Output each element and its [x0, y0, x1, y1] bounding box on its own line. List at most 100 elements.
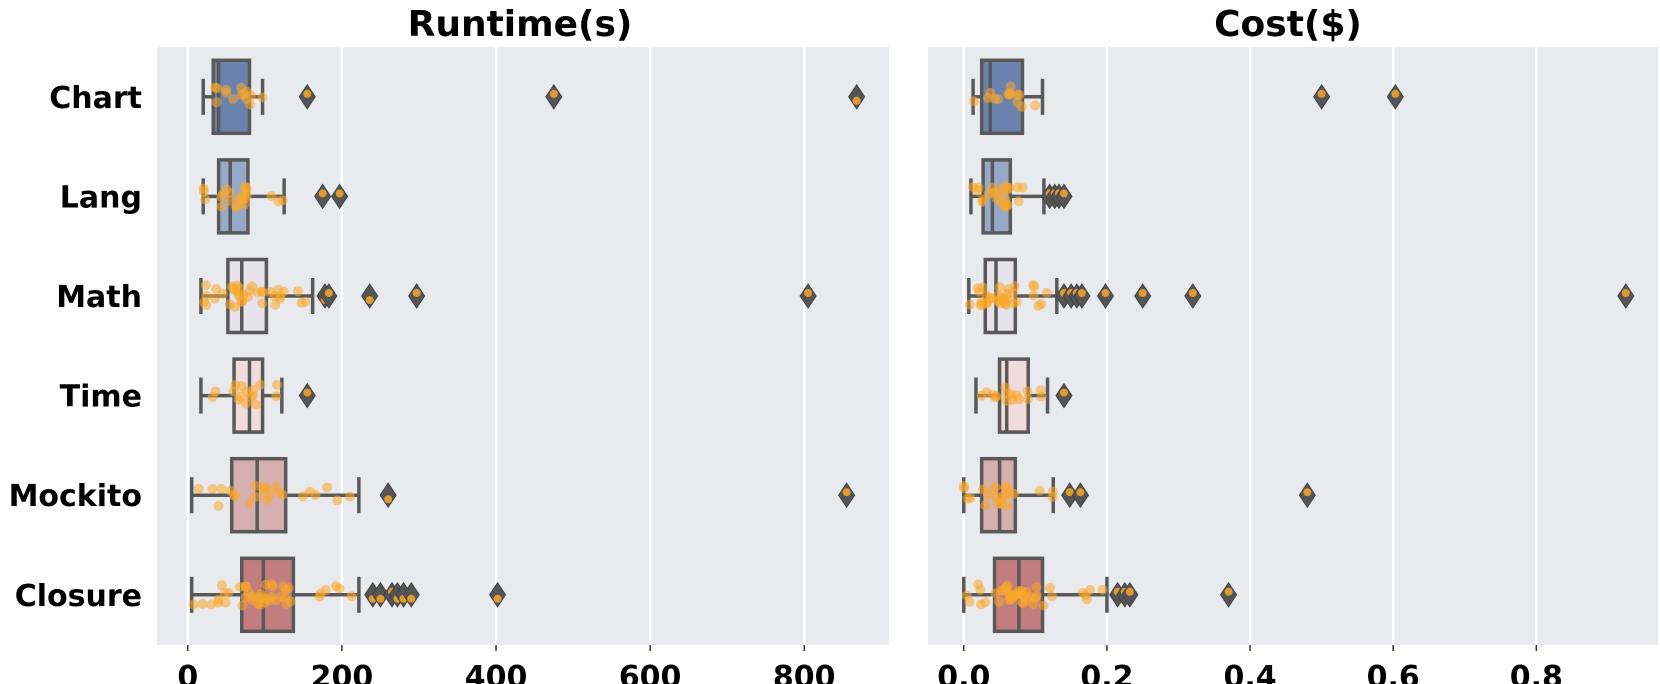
runtime-point-math [209, 293, 220, 304]
runtime-point-closure [197, 598, 208, 609]
runtime-outlier-dot-math [365, 296, 374, 304]
cost-xtick-label: 0.0 [937, 660, 990, 684]
runtime-point-closure [270, 595, 281, 606]
cost-outlier-dot-chart [1391, 89, 1400, 98]
cost-outlier-dot-lang [1059, 189, 1068, 198]
runtime-point-closure [237, 600, 248, 611]
runtime-outlier-dot-closure [376, 594, 385, 603]
cost-point-math [1041, 287, 1052, 298]
runtime-point-closure [213, 597, 224, 608]
cost-point-closure [980, 597, 991, 608]
cost-point-math [1009, 281, 1020, 292]
cost-xtick-label: 0.8 [1510, 660, 1563, 684]
runtime-point-chart [221, 87, 232, 98]
cost-plot-background [928, 47, 1658, 645]
runtime-point-lang [273, 196, 284, 207]
cost-point-closure [1031, 590, 1042, 601]
runtime-point-mockito [213, 500, 224, 511]
cost-outlier-dot-mockito [1065, 488, 1074, 497]
cost-point-closure [975, 584, 986, 595]
cost-point-math [992, 295, 1003, 306]
cost-point-mockito [980, 500, 991, 511]
runtime-point-math [200, 280, 211, 291]
runtime-point-closure [280, 598, 291, 609]
cost-point-math [1036, 299, 1047, 310]
runtime-point-math [246, 281, 257, 292]
cost-point-closure [1008, 591, 1019, 602]
runtime-point-mockito [261, 494, 272, 505]
runtime-outlier-dot-lang [318, 189, 327, 198]
runtime-outlier-dot-math [804, 289, 813, 297]
runtime-plot-background [157, 47, 889, 645]
runtime-point-time [236, 381, 247, 392]
ytick-label-lang: Lang [60, 180, 142, 215]
runtime-point-closure [266, 578, 277, 589]
cost-xtick-label: 0.2 [1080, 660, 1133, 684]
cost-point-lang [990, 186, 1001, 197]
runtime-point-closure [283, 583, 294, 594]
ytick-label-mockito: Mockito [9, 479, 142, 514]
runtime-point-mockito [297, 491, 308, 502]
runtime-outlier-dot-closure [407, 594, 416, 603]
runtime-outlier-dot-chart [303, 89, 312, 98]
cost-point-time [976, 390, 987, 401]
cost-outlier-dot-math [1621, 289, 1630, 297]
runtime-xtick-label: 400 [465, 660, 528, 684]
runtime-point-mockito [207, 483, 218, 494]
runtime-point-lang [241, 190, 252, 201]
cost-point-mockito [1047, 491, 1058, 502]
cost-point-closure [1097, 584, 1108, 595]
cost-outlier-dot-math [1188, 289, 1197, 297]
cost-point-closure [993, 596, 1004, 607]
runtime-point-mockito [310, 489, 321, 500]
cost-point-time [1023, 394, 1034, 405]
runtime-point-chart [212, 83, 223, 94]
runtime-outlier-dot-chart [549, 89, 558, 98]
runtime-point-time [255, 379, 266, 390]
cost-outlier-dot-math [1138, 289, 1147, 297]
cost-outlier-dot-closure [1224, 587, 1233, 596]
cost-point-closure [1077, 587, 1088, 598]
runtime-point-time [240, 398, 251, 409]
cost-outlier-dot-time [1059, 388, 1068, 397]
runtime-point-chart [245, 99, 256, 110]
cost-point-chart [1030, 100, 1041, 111]
runtime-point-closure [188, 599, 199, 610]
runtime-outlier-dot-math [412, 289, 421, 297]
runtime-point-closure [314, 591, 325, 602]
cost-point-time [1000, 382, 1011, 393]
cost-point-mockito [977, 484, 988, 495]
runtime-point-lang [239, 199, 250, 210]
cost-point-chart [968, 96, 979, 107]
runtime-point-math [273, 284, 284, 295]
left-chart-title: Runtime(s) [408, 4, 633, 45]
runtime-xtick-label: 0 [177, 660, 198, 684]
runtime-point-time [251, 399, 262, 410]
runtime-outlier-dot-math [324, 289, 333, 297]
runtime-xtick-label: 800 [773, 660, 836, 684]
runtime-point-closure [216, 580, 227, 591]
cost-point-lang [972, 185, 983, 196]
cost-point-math [981, 290, 992, 301]
ytick-label-chart: Chart [49, 81, 142, 116]
cost-point-closure [1021, 594, 1032, 605]
runtime-point-closure [243, 586, 254, 597]
cost-point-time [991, 391, 1002, 402]
runtime-point-mockito [270, 481, 281, 492]
runtime-point-lang [216, 201, 227, 212]
runtime-point-time [228, 386, 239, 397]
runtime-point-lang [200, 194, 211, 205]
cost-point-mockito [962, 493, 973, 504]
cost-point-mockito [958, 480, 969, 491]
runtime-point-closure [346, 591, 357, 602]
runtime-point-math [224, 299, 235, 310]
runtime-point-mockito [193, 483, 204, 494]
right-chart-title: Cost($) [1214, 4, 1362, 45]
runtime-point-math [199, 297, 210, 308]
runtime-point-math [217, 288, 228, 299]
runtime-point-chart [228, 94, 239, 105]
runtime-outlier-dot-closure [493, 594, 502, 603]
runtime-point-math [270, 299, 281, 310]
runtime-point-mockito [258, 485, 269, 496]
